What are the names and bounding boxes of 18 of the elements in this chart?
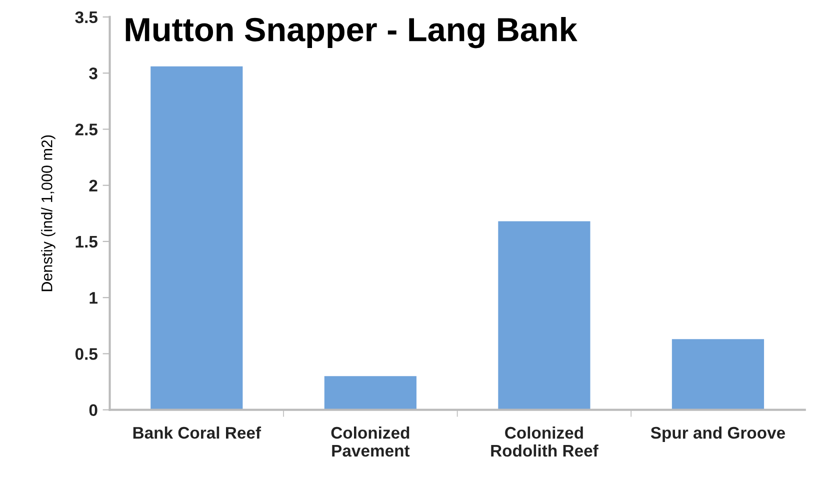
bar <box>324 376 416 410</box>
y-axis-title: Denstiy (ind/ 1,000 m2) <box>41 135 56 292</box>
y-tick-label: 3 <box>89 67 98 80</box>
y-tick-label: 3.5 <box>75 11 98 24</box>
y-tick-label: 0 <box>89 404 98 416</box>
y-tick-label: 1.5 <box>76 236 98 248</box>
chart-title: Mutton Snapper - Lang Bank <box>126 16 578 48</box>
y-tick-label: 0.5 <box>75 348 98 360</box>
bar <box>672 339 764 410</box>
x-tick-label: Colonized Pavement <box>331 426 410 457</box>
bar <box>150 66 243 410</box>
y-tick-label: 2.5 <box>75 124 98 136</box>
x-tick-label: Colonized Rodolith Reef <box>491 426 598 457</box>
y-tick-label: 1 <box>90 292 98 304</box>
x-tick-label: Spur and Groove <box>650 426 786 442</box>
bar <box>498 221 590 410</box>
y-tick-label: 2 <box>89 180 98 192</box>
x-tick-label: Bank Coral Reef <box>133 426 262 439</box>
